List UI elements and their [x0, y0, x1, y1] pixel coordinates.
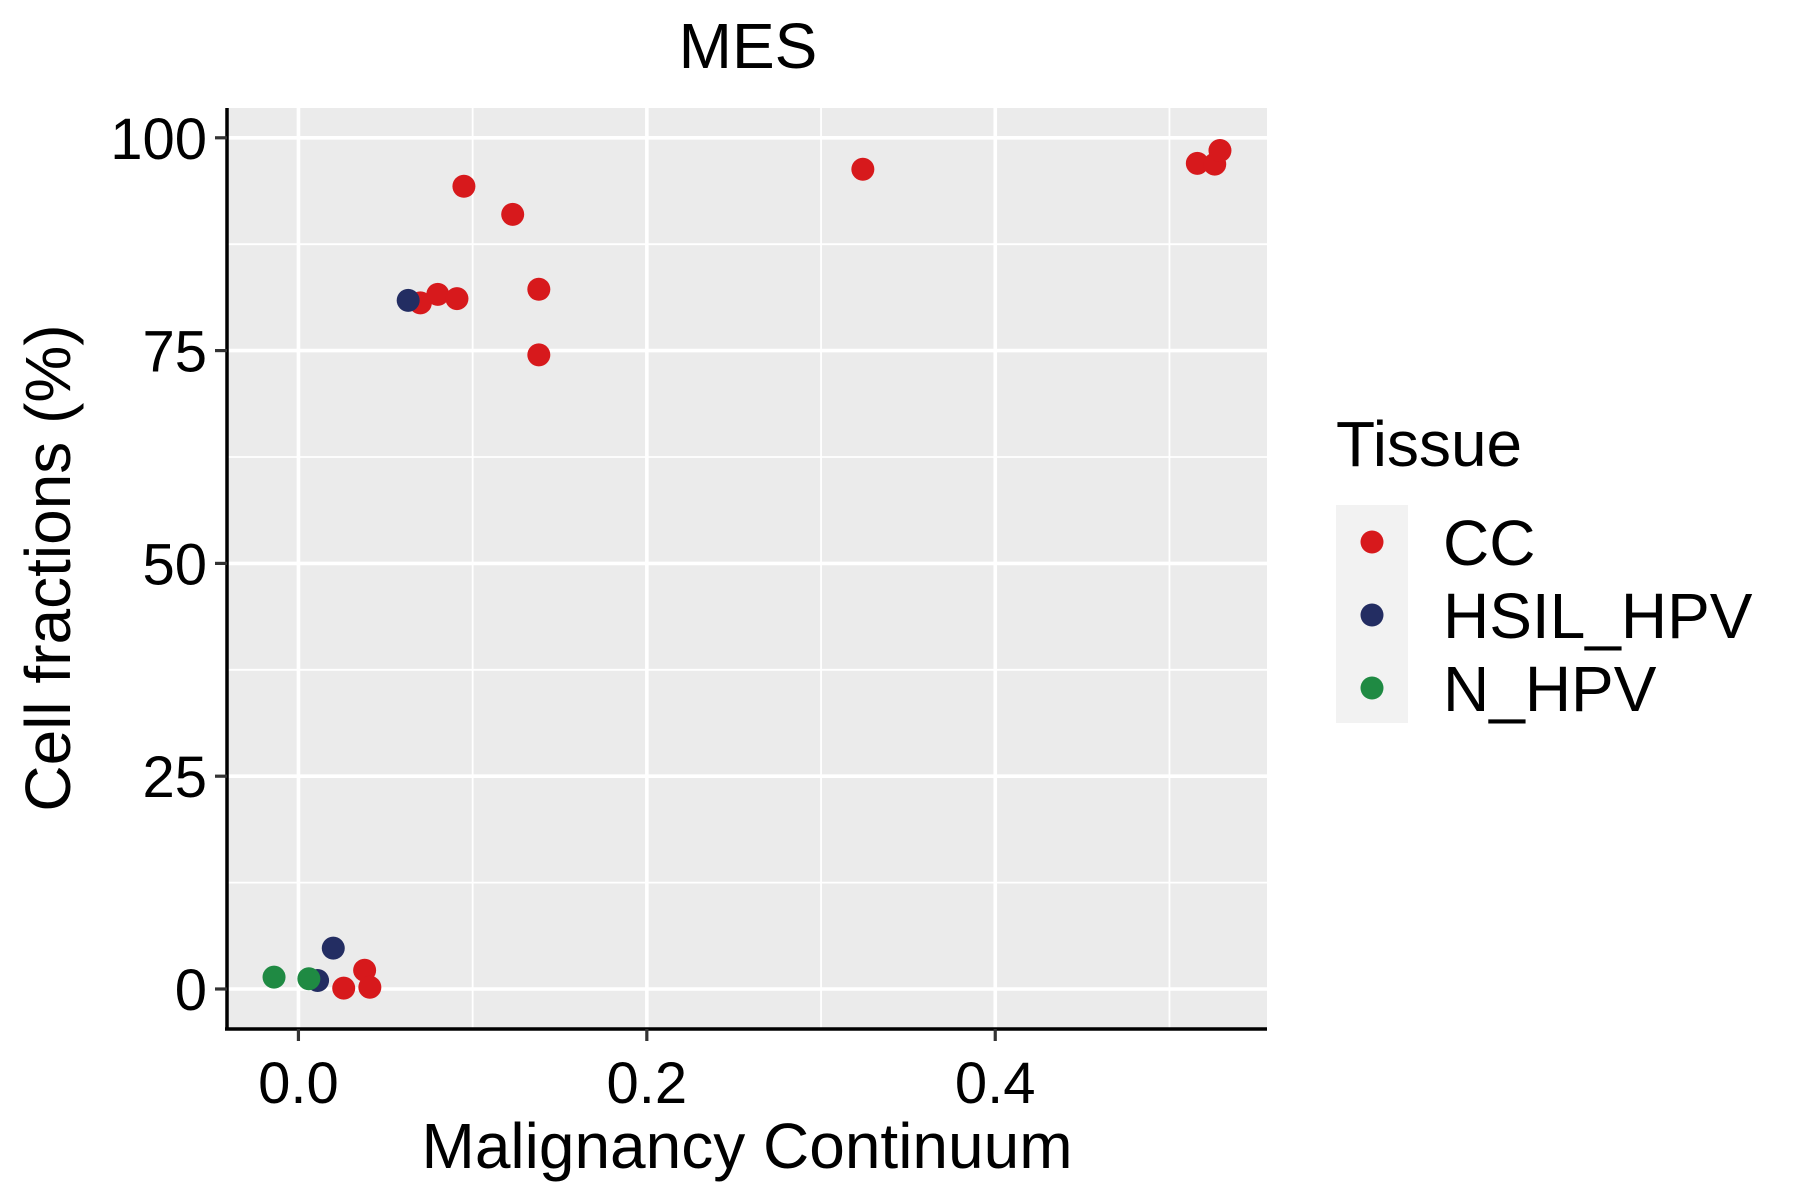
x-axis-ticks: 0.0 0.2 0.4: [258, 1029, 1036, 1116]
data-points: [262, 139, 1232, 1000]
x-tick-label: 0.0: [258, 1051, 339, 1116]
legend-key-n-hpv: [1360, 676, 1384, 700]
data-point-hsil-hpv: [396, 288, 420, 312]
y-tick-label: 75: [142, 320, 207, 385]
data-point-cc: [527, 277, 551, 301]
data-point-cc: [426, 282, 450, 306]
data-point-hsil-hpv: [321, 936, 345, 960]
data-point-cc: [1208, 139, 1232, 163]
data-point-cc: [501, 202, 525, 226]
y-axis-ticks: 0 25 50 75 100: [110, 107, 227, 1023]
data-point-cc: [452, 174, 476, 198]
y-tick-label: 50: [142, 532, 207, 597]
x-tick-label: 0.2: [607, 1051, 688, 1116]
legend-label: N_HPV: [1443, 653, 1657, 725]
legend-key-cc: [1360, 530, 1384, 554]
chart-title: MES: [679, 10, 818, 82]
minor-gridlines: [227, 108, 1267, 1029]
data-point-cc: [332, 976, 356, 1000]
data-point-cc: [445, 287, 469, 311]
major-gridlines: [227, 108, 1267, 1029]
y-tick-label: 100: [110, 107, 207, 172]
data-point-n-hpv: [262, 965, 286, 989]
data-point-cc: [851, 157, 875, 181]
plot-panel: [227, 108, 1267, 1029]
legend-title: Tissue: [1336, 408, 1522, 480]
y-tick-label: 0: [175, 958, 207, 1023]
data-point-cc: [358, 975, 382, 999]
data-point-cc: [1185, 151, 1209, 175]
x-tick-label: 0.4: [955, 1051, 1036, 1116]
legend-key-hsil-hpv: [1360, 603, 1384, 627]
legend-label: CC: [1443, 507, 1535, 579]
y-tick-label: 25: [142, 745, 207, 810]
data-point-n-hpv: [297, 967, 321, 991]
x-axis-title: Malignancy Continuum: [422, 1110, 1073, 1182]
data-point-cc: [527, 343, 551, 367]
legend-label: HSIL_HPV: [1443, 580, 1753, 652]
y-axis-title: Cell fractions (%): [12, 324, 84, 811]
